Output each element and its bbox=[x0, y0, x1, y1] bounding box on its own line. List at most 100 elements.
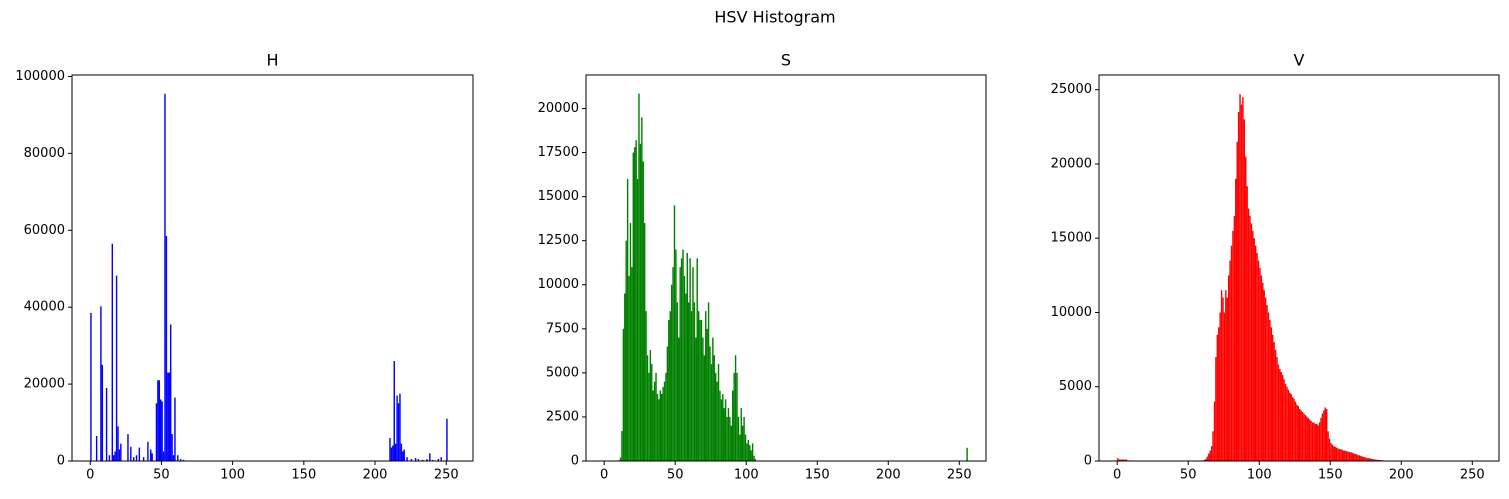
y-tick-label: 0 bbox=[1084, 454, 1092, 469]
bar bbox=[429, 453, 430, 461]
y-tick-label: 5000 bbox=[546, 365, 579, 380]
bar bbox=[1255, 246, 1256, 461]
bar bbox=[655, 373, 656, 461]
bar bbox=[635, 140, 636, 461]
bar bbox=[1286, 387, 1287, 461]
y-tick-label: 7500 bbox=[546, 321, 579, 336]
bar bbox=[1362, 457, 1363, 461]
bar bbox=[177, 455, 178, 461]
bar bbox=[1344, 451, 1345, 461]
bar bbox=[1298, 406, 1299, 461]
bar bbox=[658, 399, 659, 461]
bar bbox=[750, 450, 751, 461]
bar bbox=[1276, 357, 1277, 461]
x-tick-label: 150 bbox=[291, 468, 316, 483]
bar bbox=[1293, 399, 1294, 461]
bar bbox=[704, 355, 705, 461]
bar bbox=[1300, 411, 1301, 461]
bar bbox=[677, 302, 678, 461]
bar bbox=[1272, 335, 1273, 461]
bar bbox=[752, 443, 753, 461]
bar bbox=[1212, 431, 1213, 461]
y-tick-label: 20000 bbox=[1051, 156, 1092, 171]
bar bbox=[1251, 223, 1252, 461]
bar bbox=[1227, 298, 1228, 461]
axes-frame bbox=[1099, 75, 1499, 461]
bar bbox=[1208, 454, 1209, 461]
bar bbox=[1323, 411, 1324, 461]
y-tick-label: 10000 bbox=[538, 277, 579, 292]
x-tick-label: 0 bbox=[86, 468, 94, 483]
bar bbox=[1312, 422, 1313, 461]
bar bbox=[695, 338, 696, 461]
bar bbox=[392, 446, 393, 461]
bar bbox=[672, 267, 673, 461]
bar bbox=[674, 205, 675, 461]
x-tick-label: 150 bbox=[805, 468, 830, 483]
bar bbox=[160, 399, 161, 461]
bar bbox=[1222, 298, 1223, 461]
bar bbox=[651, 364, 652, 461]
subplot-title: H bbox=[266, 51, 278, 70]
bar bbox=[406, 457, 407, 461]
bar bbox=[117, 426, 118, 461]
bar bbox=[1339, 449, 1340, 461]
y-tick-label: 17500 bbox=[538, 145, 579, 160]
bar bbox=[692, 267, 693, 461]
bar bbox=[143, 457, 144, 461]
bar bbox=[718, 364, 719, 461]
bar bbox=[731, 426, 732, 461]
bar bbox=[627, 179, 628, 461]
bar bbox=[161, 401, 162, 461]
y-tick-label: 40000 bbox=[24, 300, 65, 315]
bar bbox=[684, 276, 685, 461]
bar bbox=[706, 329, 707, 461]
y-tick-label: 15000 bbox=[1051, 231, 1092, 246]
bar bbox=[716, 382, 717, 461]
bar bbox=[1333, 446, 1334, 461]
bar bbox=[1263, 290, 1264, 461]
bar bbox=[1262, 283, 1263, 461]
bar bbox=[721, 399, 722, 461]
x-tick-label: 0 bbox=[600, 468, 608, 483]
bar bbox=[441, 457, 442, 461]
x-tick-label: 250 bbox=[1460, 468, 1485, 483]
bar bbox=[1353, 454, 1354, 461]
bar bbox=[1303, 413, 1304, 461]
bar bbox=[668, 320, 669, 461]
bar bbox=[620, 457, 621, 461]
bar bbox=[1229, 260, 1230, 461]
bar bbox=[114, 451, 115, 461]
bar bbox=[697, 258, 698, 461]
bar bbox=[1225, 290, 1226, 461]
bar bbox=[1302, 412, 1303, 461]
bar bbox=[1283, 379, 1284, 461]
bar bbox=[726, 417, 727, 461]
bar bbox=[133, 457, 134, 461]
bar bbox=[1246, 186, 1247, 461]
bar bbox=[701, 320, 702, 461]
bar bbox=[174, 398, 175, 461]
bar bbox=[1326, 409, 1327, 461]
bar bbox=[729, 417, 730, 461]
x-tick-label: 150 bbox=[1318, 468, 1343, 483]
bar bbox=[1218, 327, 1219, 461]
x-tick-label: 100 bbox=[734, 468, 759, 483]
y-tick-label: 100000 bbox=[15, 69, 65, 84]
y-tick-label: 80000 bbox=[24, 146, 65, 161]
y-tick-label: 25000 bbox=[1051, 82, 1092, 97]
x-tick-label: 250 bbox=[434, 468, 459, 483]
bar bbox=[652, 390, 653, 461]
bar bbox=[1224, 312, 1225, 461]
bar bbox=[1343, 451, 1344, 461]
bar bbox=[173, 455, 174, 461]
bar bbox=[1317, 425, 1318, 461]
bar bbox=[702, 338, 703, 461]
bar bbox=[722, 394, 723, 461]
bar bbox=[1231, 246, 1232, 461]
bar bbox=[113, 455, 114, 461]
bar bbox=[157, 380, 158, 461]
bar bbox=[167, 373, 168, 461]
